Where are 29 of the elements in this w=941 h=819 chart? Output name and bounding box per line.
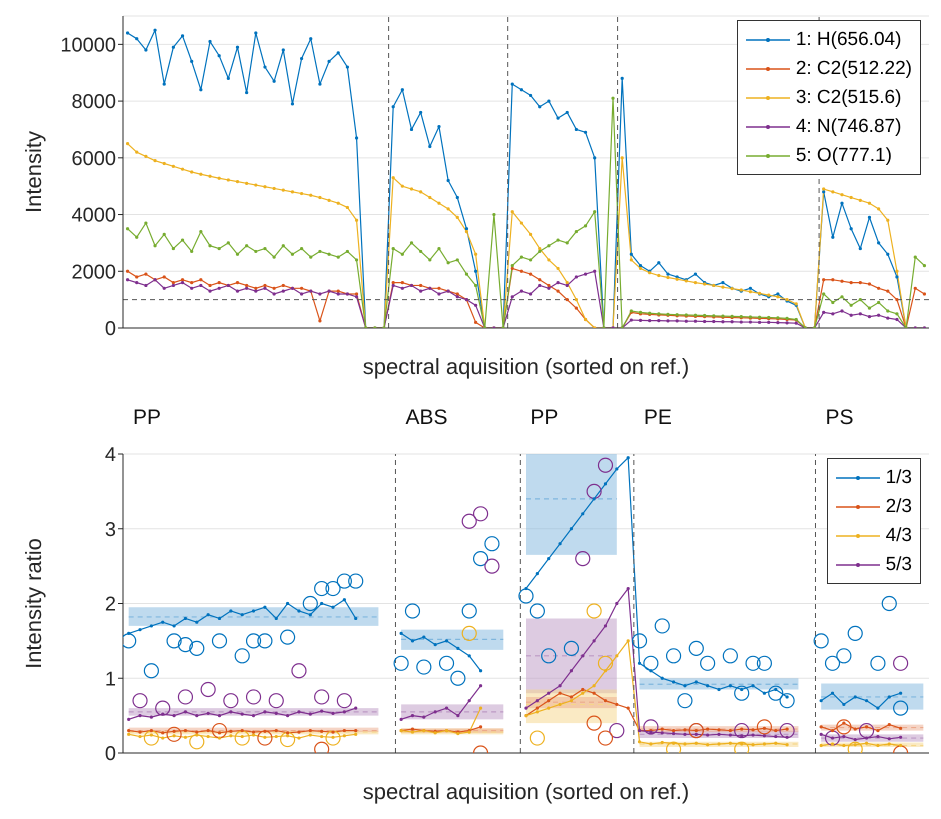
legend-label: 4/3: [886, 524, 912, 546]
x-axis-title: spectral aquisition (sorted on ref.): [362, 779, 690, 804]
legend-label: 3: C2(515.6): [796, 86, 902, 108]
y-tick-label: 4: [104, 444, 116, 466]
text: PE: [644, 406, 672, 429]
legend-label: 2: C2(512.22): [796, 58, 912, 80]
x-axis-title: spectral aquisition (sorted on ref.): [362, 354, 690, 379]
y-tick-label: 2000: [72, 261, 116, 284]
y-axis-title: Intensity: [20, 131, 46, 213]
y-tick-label: 0: [104, 318, 116, 340]
y-tick-label: 4000: [72, 204, 116, 227]
y-tick-label: 0: [104, 743, 116, 766]
y-tick-label: 1: [104, 668, 116, 690]
legend-label: 1: H(656.04): [796, 28, 902, 50]
legend-label: 5/3: [886, 554, 912, 576]
y-axis-title: Intensity ratio: [20, 538, 46, 669]
y-tick-label: 6000: [72, 148, 116, 170]
text: PP: [133, 406, 162, 429]
text: PS: [825, 406, 854, 429]
y-tick-label: 3: [104, 518, 116, 541]
y-tick-label: 2: [104, 594, 116, 616]
legend-label: 4: N(746.87): [796, 116, 902, 138]
y-tick-label: 8000: [72, 91, 116, 114]
legend-label: 5: O(777.1): [796, 144, 892, 166]
legend-label: 2/3: [886, 496, 912, 518]
text: ABS: [405, 406, 448, 429]
text: PP: [530, 406, 558, 429]
y-tick-label: 10000: [60, 34, 116, 56]
legend-label: 1/3: [886, 466, 912, 488]
